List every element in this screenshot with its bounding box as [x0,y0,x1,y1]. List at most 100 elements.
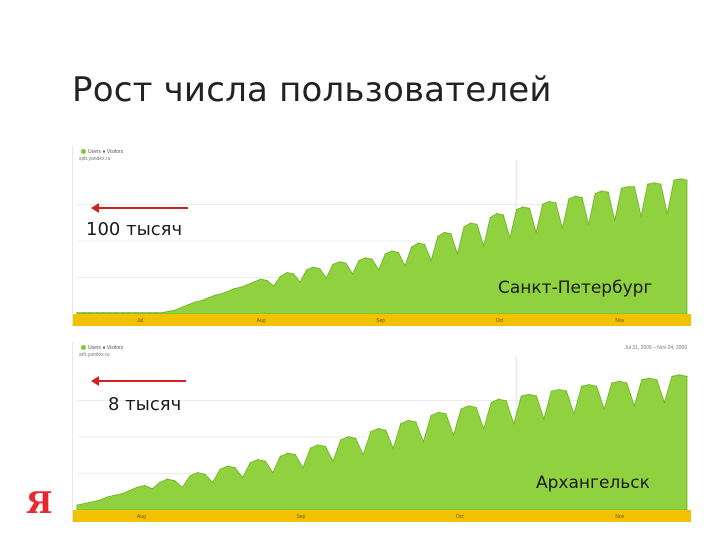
chart-arh-svg: Aug Sep Oct Nov [73,356,691,522]
data-point [437,411,440,413]
data-point [227,465,229,467]
data-point [555,202,557,204]
data-point [83,502,86,505]
data-point [187,304,190,306]
data-point [135,312,137,314]
data-point [626,382,628,384]
data-point [109,312,111,314]
data-point [351,273,354,275]
data-point [550,390,552,392]
data-point [489,217,491,219]
site-label-arh: arh.yandex.ru [79,352,110,358]
data-point [404,265,406,267]
data-point [529,207,531,209]
data-point [136,486,138,488]
data-point [424,243,426,245]
data-point [249,462,251,464]
data-point [338,261,340,263]
data-point [469,222,472,224]
data-point [509,237,511,239]
legend-dot-icon [81,345,86,351]
arrow-spb [91,203,188,213]
yandex-logo: Я [26,486,53,521]
data-point [641,379,643,381]
data-point [633,405,635,407]
data-point [430,259,432,262]
data-point [430,414,432,417]
data-point [607,191,609,193]
data-point [347,436,349,438]
data-point [227,290,229,292]
data-point [151,488,153,490]
data-point [279,275,281,278]
x-axis-band [73,510,691,522]
data-point [450,233,452,235]
data-point [392,447,394,449]
data-point [174,480,176,482]
data-point [535,231,537,233]
chart-spb: Jul Aug Sep Oct Nov Users ● Visitors spb.yan… [72,146,691,326]
data-point [490,401,492,404]
data-point [618,380,620,382]
data-point [573,413,575,415]
data-point [194,301,196,303]
data-point [302,467,304,469]
legend-arh: Users ● Visitors [79,345,123,351]
data-point [561,227,563,229]
data-point [548,201,550,203]
data-point [660,183,662,185]
data-point [358,259,360,262]
data-point [91,501,93,503]
data-point [234,467,236,469]
data-point [422,441,424,443]
data-point [233,288,235,290]
data-point [647,183,649,185]
data-point [181,306,183,308]
data-point [257,458,259,461]
data-point [196,471,199,474]
callout-spb: 100 тысяч [86,219,183,240]
data-point [264,460,266,462]
data-point [76,504,78,506]
data-point [611,382,613,384]
data-point [475,406,477,408]
data-point [161,312,163,314]
data-point [181,486,183,488]
data-point [220,293,222,295]
data-point [415,421,417,423]
data-point [340,439,342,441]
data-point [148,312,150,314]
data-point [142,312,144,314]
data-point [588,223,590,225]
data-point [89,312,91,314]
slide-title: Рост числа пользователей [72,70,552,110]
data-point [601,190,603,192]
data-point [319,267,321,270]
data-point [204,473,206,475]
data-point [253,281,255,283]
data-point [355,437,357,439]
data-point [483,428,485,430]
data-point [201,300,203,302]
data-point [378,269,380,271]
data-point [384,253,386,255]
data-point [456,253,458,255]
data-point [679,178,682,180]
data-point [159,481,161,483]
data-point [640,215,642,217]
data-point [166,478,168,480]
data-point [189,475,191,477]
arrow-arh [91,376,186,386]
data-point [468,405,470,407]
data-point [673,179,675,181]
data-point [168,310,170,312]
data-point [292,273,295,275]
data-point [219,468,221,470]
data-point [155,312,157,314]
data-point [260,278,262,280]
data-point [513,423,515,425]
data-point [207,297,209,299]
x-tick-label: Oct [456,514,464,520]
x-tick-label: Oct [496,318,504,324]
data-point [99,499,101,501]
